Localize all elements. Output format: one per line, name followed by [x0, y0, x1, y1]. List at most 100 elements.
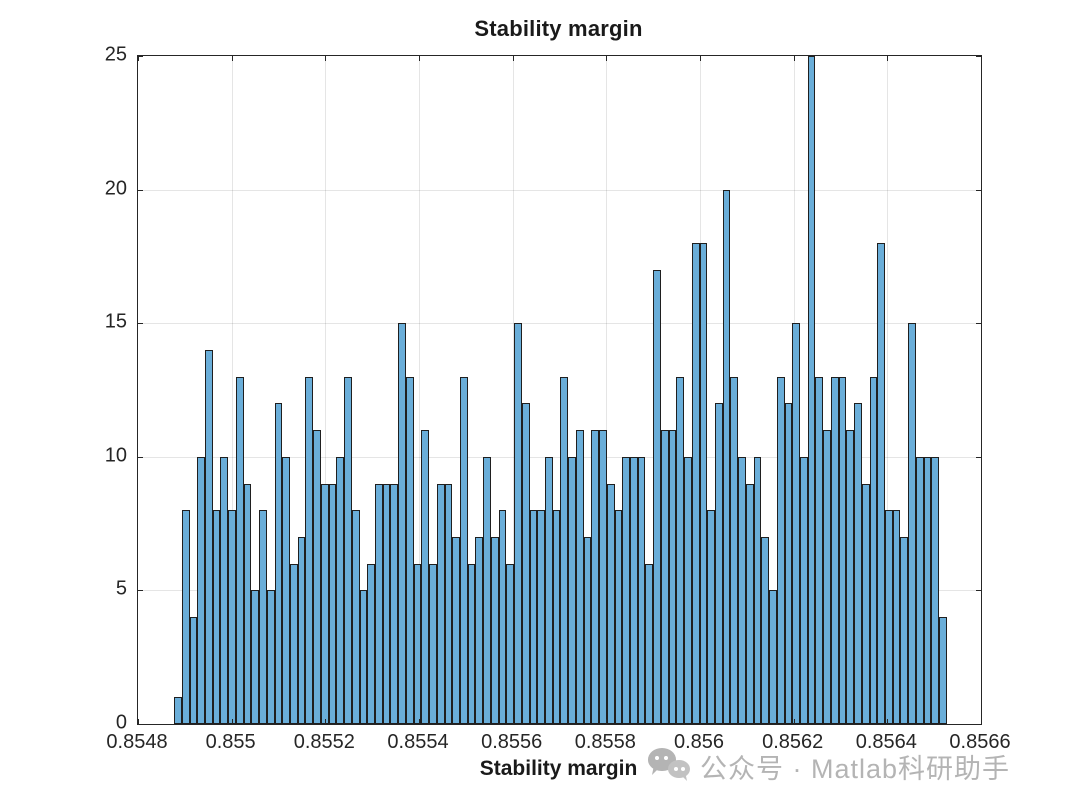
x-tick-mark — [887, 56, 889, 61]
histogram-bar — [753, 456, 762, 724]
y-gridline — [138, 189, 981, 191]
x-tick-mark — [231, 719, 233, 724]
x-tick-mark — [138, 719, 139, 724]
histogram-bar — [784, 403, 793, 724]
histogram-bar — [289, 563, 298, 724]
histogram-bar — [854, 403, 862, 724]
histogram-bar — [738, 456, 746, 724]
y-tick-label: 5 — [115, 577, 127, 600]
x-gridline — [887, 56, 889, 724]
histogram-bar — [807, 56, 816, 724]
histogram-bar — [544, 456, 553, 724]
x-tick-label: 0.855 — [205, 731, 256, 753]
histogram-bar — [421, 430, 430, 724]
histogram-bar — [861, 483, 870, 724]
watermark-text: 公众号 · Matlab科研助手 — [700, 753, 1011, 784]
histogram-bar — [483, 456, 491, 724]
x-tick-mark — [325, 719, 327, 724]
y-tick-label: 20 — [104, 177, 127, 200]
y-tick-mark — [976, 189, 981, 191]
histogram-bar — [197, 456, 205, 724]
histogram-bar — [204, 349, 213, 724]
x-tick-label: 0.8566 — [949, 731, 1011, 753]
histogram-bar — [823, 430, 831, 724]
histogram-bar — [413, 563, 422, 724]
histogram-bar — [583, 536, 592, 724]
histogram-bar — [799, 456, 808, 724]
histogram-bar — [714, 403, 723, 724]
histogram-bar — [305, 376, 314, 724]
x-tick-mark — [419, 719, 420, 724]
x-tick-mark — [606, 719, 608, 724]
histogram-bar — [490, 536, 499, 724]
x-tick-mark — [231, 56, 233, 61]
histogram-bar — [514, 323, 522, 724]
histogram-bar — [660, 430, 669, 724]
histogram-bar — [552, 510, 561, 724]
histogram-bar — [792, 323, 800, 724]
histogram-bar — [181, 510, 190, 724]
histogram-bar — [220, 456, 229, 724]
histogram-bar — [398, 323, 406, 724]
histogram-bar — [838, 376, 847, 724]
y-gridline — [138, 323, 981, 325]
histogram-bar — [374, 483, 383, 724]
histogram-bar — [382, 483, 391, 724]
histogram-bar — [467, 563, 476, 724]
histogram-bar — [699, 243, 708, 724]
x-tick-label: 0.856 — [673, 731, 725, 753]
x-tick-label: 0.8556 — [481, 731, 543, 753]
histogram-bar — [344, 376, 352, 724]
watermark: 公众号 · Matlab科研助手 — [648, 746, 1010, 786]
histogram-bar — [243, 483, 252, 724]
histogram-bar — [367, 563, 375, 724]
x-tick-mark — [606, 56, 608, 61]
x-tick-label: 0.8552 — [293, 731, 355, 753]
y-tick-mark — [138, 724, 143, 725]
x-tick-mark — [512, 719, 514, 724]
histogram-bar — [259, 510, 267, 724]
histogram-bar — [691, 243, 700, 724]
histogram-bar — [529, 510, 538, 724]
histogram-plot-area — [137, 55, 982, 725]
histogram-bar — [266, 590, 275, 724]
x-tick-mark — [419, 56, 420, 61]
histogram-bar — [174, 697, 182, 724]
histogram-bar — [745, 483, 754, 724]
x-gridline — [231, 56, 233, 724]
histogram-bar — [637, 456, 646, 724]
histogram-bar — [939, 617, 947, 724]
y-tick-mark — [976, 590, 981, 592]
histogram-bar — [452, 536, 460, 724]
histogram-bar — [629, 456, 638, 724]
histogram-bar — [599, 430, 607, 724]
y-tick-mark — [976, 724, 981, 725]
x-gridline — [606, 56, 608, 724]
x-gridline — [325, 56, 327, 724]
histogram-bar — [328, 483, 337, 724]
y-tick-mark — [976, 456, 981, 458]
x-tick-mark — [981, 719, 982, 724]
y-tick-label: 10 — [104, 444, 127, 467]
histogram-bar — [390, 483, 399, 724]
x-tick-mark — [138, 56, 139, 61]
histogram-bar — [915, 456, 924, 724]
x-tick-label: 0.8558 — [574, 731, 636, 753]
x-tick-mark — [793, 56, 795, 61]
y-tick-mark — [976, 56, 981, 57]
histogram-bar — [475, 536, 484, 724]
histogram-bar — [622, 456, 630, 724]
x-tick-mark — [887, 719, 889, 724]
histogram-bar — [815, 376, 824, 724]
y-tick-label: 25 — [104, 43, 127, 66]
histogram-bar — [931, 456, 940, 724]
histogram-bar — [359, 590, 368, 724]
y-gridline — [138, 456, 981, 458]
y-tick-mark — [138, 189, 143, 191]
histogram-bar — [606, 483, 615, 724]
histogram-bar — [591, 430, 600, 724]
x-tick-mark — [700, 56, 701, 61]
x-tick-mark — [793, 719, 795, 724]
x-tick-mark — [700, 719, 701, 724]
